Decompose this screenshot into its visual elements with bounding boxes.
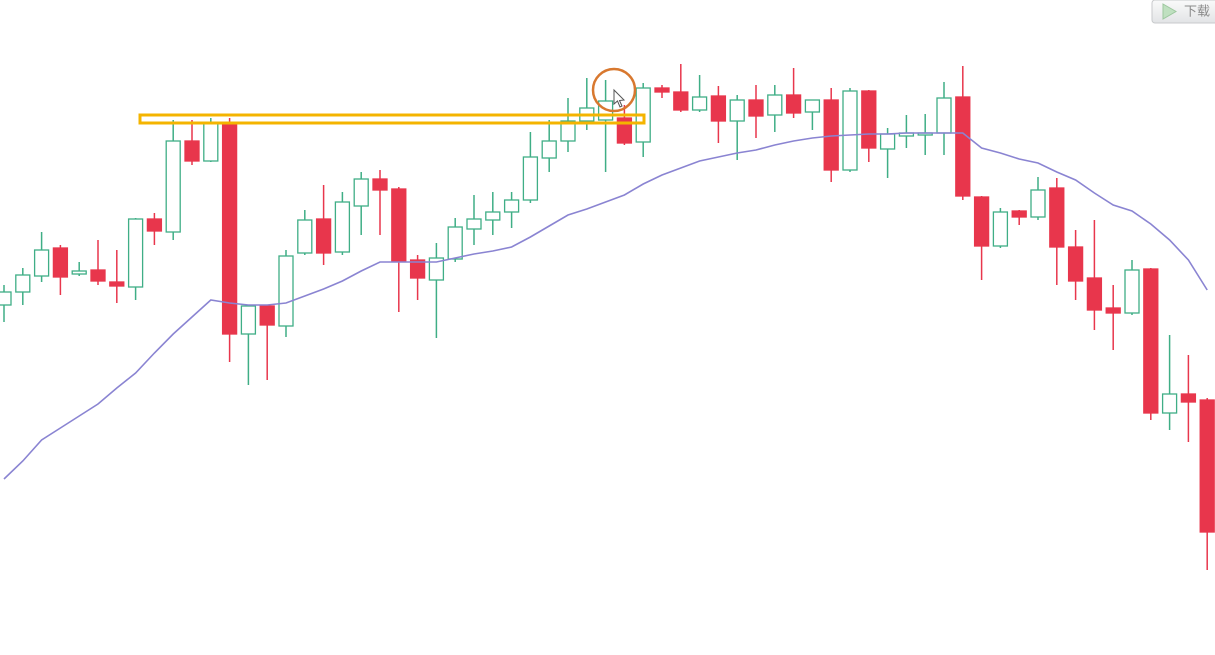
candle-body-up — [71, 270, 87, 275]
candle-body-down — [90, 269, 106, 282]
candle-body-down — [710, 95, 727, 122]
candle-body-down — [315, 218, 332, 254]
candle-body-down — [409, 259, 426, 279]
candle-body-up — [936, 97, 952, 134]
candle-body-up — [879, 133, 896, 150]
candle-body-up — [203, 122, 219, 162]
candle-body-down — [1180, 393, 1197, 403]
candle-body-up — [0, 291, 12, 306]
candle-body-down — [391, 188, 407, 262]
plot-area — [0, 64, 1215, 570]
candle-body-up — [729, 99, 745, 122]
candle-body-up — [33, 249, 50, 277]
candle-body-down — [372, 178, 388, 191]
candle-body-up — [522, 156, 539, 201]
play-icon — [1162, 3, 1178, 20]
candle-body-down — [654, 87, 670, 93]
candle-body-up — [127, 218, 144, 288]
candle-body-up — [15, 274, 31, 293]
candle-body-up — [804, 99, 821, 113]
candle-body-up — [1161, 393, 1178, 414]
candle-body-up — [297, 219, 313, 254]
candle-body-down — [973, 196, 990, 247]
candle-body-down — [785, 94, 802, 114]
candle-body-down — [748, 99, 764, 117]
level-highlight — [138, 113, 646, 125]
candle-body-up — [353, 178, 369, 207]
candle-body-down — [1011, 210, 1027, 218]
candle-body-up — [1030, 189, 1046, 218]
candle-body-up — [541, 140, 557, 159]
candle-body-down — [184, 140, 200, 162]
candle-body-down — [52, 247, 69, 278]
candle-body-up — [278, 255, 294, 327]
candle-body-up — [560, 120, 576, 142]
candle-body-down — [1049, 187, 1065, 248]
candle-body-down — [259, 305, 275, 326]
mouse-cursor — [613, 88, 626, 108]
candle-body-up — [992, 211, 1009, 247]
candle-body-up — [503, 199, 520, 213]
candle-body-down — [109, 281, 125, 287]
candle-body-down — [1086, 277, 1103, 311]
candle-body-up — [485, 211, 501, 221]
candle-body-up — [691, 96, 708, 111]
cursor-highlight — [591, 67, 637, 113]
candle-body-down — [146, 218, 163, 232]
candle-body-down — [955, 96, 971, 197]
download-button[interactable]: 下载 — [1151, 0, 1215, 24]
candle-body-up — [165, 140, 181, 233]
candle-body-down — [673, 91, 689, 111]
candle-body-up — [1124, 269, 1140, 314]
candle-body-down — [1143, 268, 1159, 414]
candle-body-down — [861, 90, 877, 149]
candle-body-up — [447, 226, 463, 260]
candle-body-up — [240, 305, 257, 335]
candle-body-up — [334, 201, 351, 253]
candle-body-down — [1105, 307, 1121, 314]
candle-body-down — [1199, 399, 1215, 533]
moving-average-line — [3, 132, 1208, 480]
download-label[interactable]: 下载 — [1184, 5, 1210, 20]
candle-body-up — [842, 90, 858, 171]
candle-body-up — [767, 94, 783, 116]
candle-body-up — [466, 218, 482, 230]
candle-body-up — [428, 257, 445, 281]
candle-body-down — [1067, 246, 1084, 282]
download-button-bg[interactable] — [1151, 0, 1215, 24]
